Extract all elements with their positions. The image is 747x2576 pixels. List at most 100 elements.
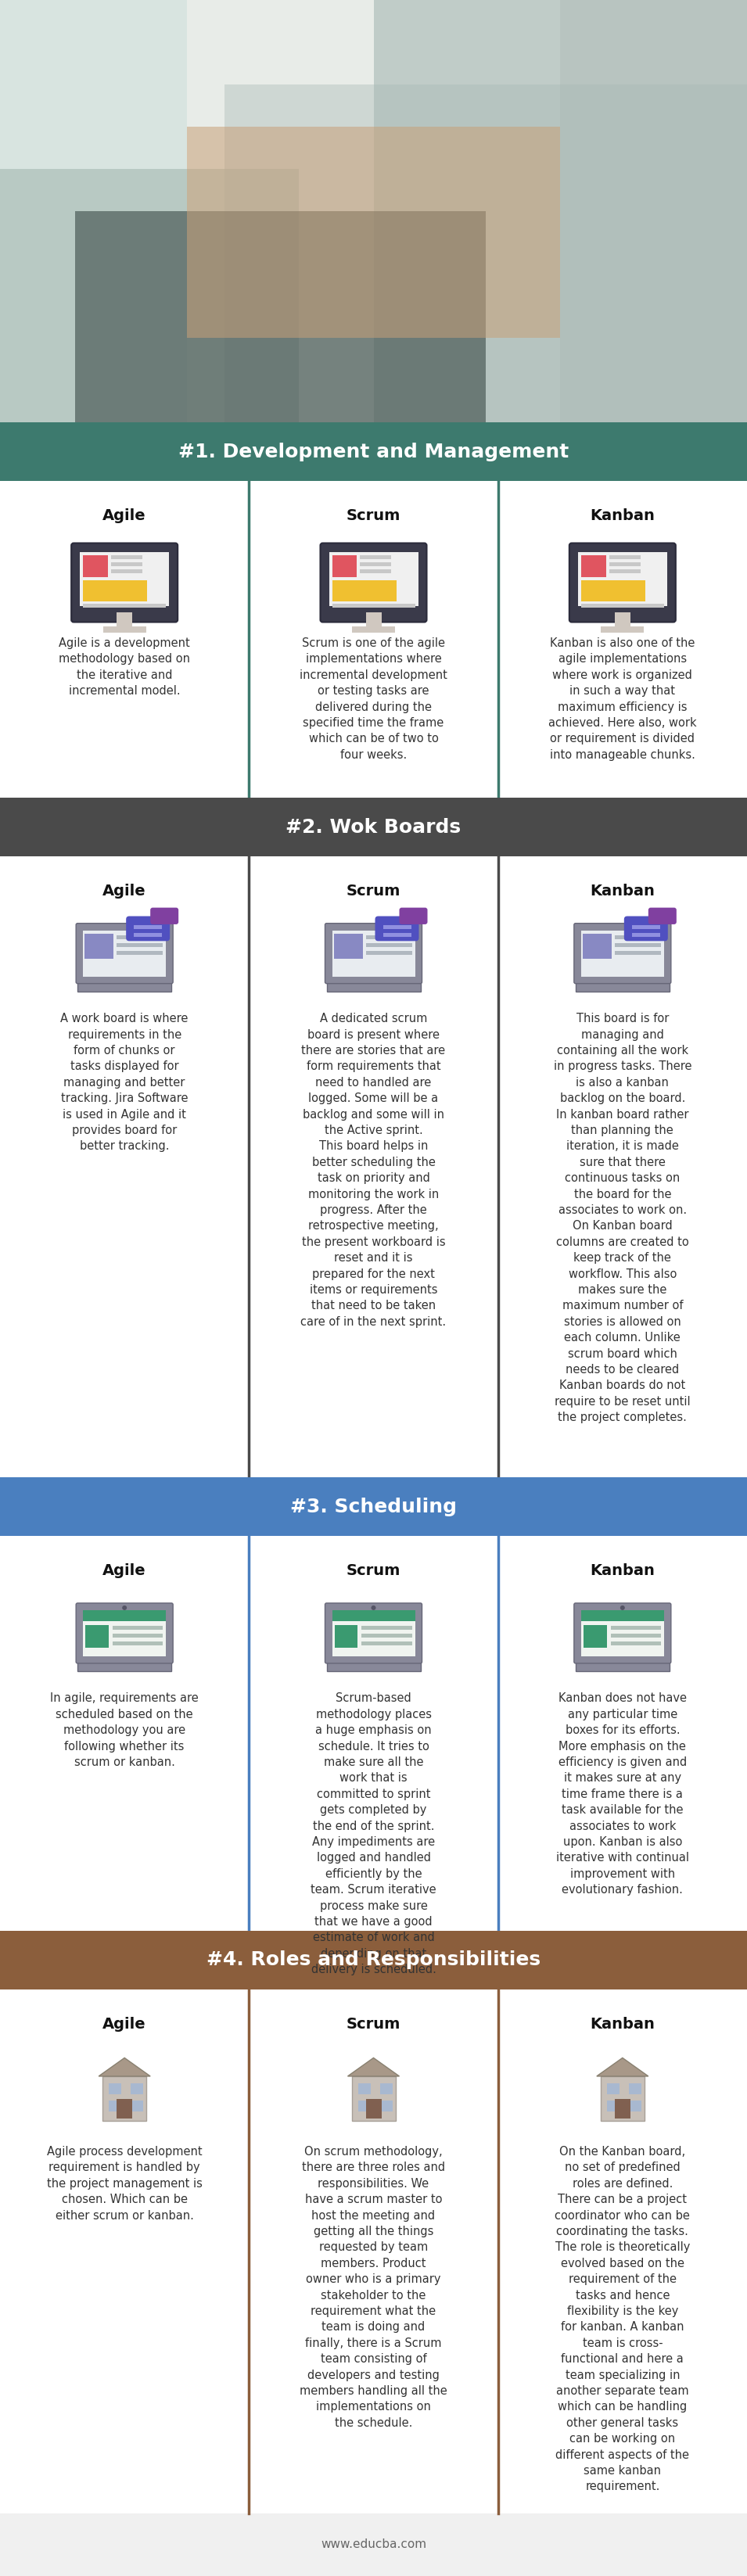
Bar bbox=[615, 2099, 630, 2117]
Bar bbox=[374, 0, 560, 422]
Text: Kanban: Kanban bbox=[590, 884, 655, 899]
Bar bbox=[113, 1625, 163, 1631]
Bar bbox=[581, 580, 645, 600]
Bar bbox=[601, 2076, 645, 2120]
Bar bbox=[83, 580, 147, 600]
FancyBboxPatch shape bbox=[150, 907, 179, 925]
Bar bbox=[615, 951, 661, 956]
Bar bbox=[187, 0, 374, 422]
Bar bbox=[117, 2099, 132, 2117]
Polygon shape bbox=[99, 2058, 150, 2076]
Bar bbox=[362, 1641, 412, 1646]
Bar bbox=[117, 951, 163, 956]
Text: This board is for
managing and
containing all the work
in progress tasks. There
: This board is for managing and containin… bbox=[554, 1012, 692, 1425]
FancyBboxPatch shape bbox=[320, 544, 427, 621]
Bar bbox=[224, 85, 747, 422]
Text: Kanban is also one of the
agile implementations
where work is organized
in such : Kanban is also one of the agile implemen… bbox=[548, 636, 697, 760]
Bar bbox=[0, 422, 747, 482]
Bar bbox=[0, 1535, 747, 1932]
Bar bbox=[0, 0, 187, 422]
Bar bbox=[109, 2102, 121, 2112]
Bar bbox=[332, 554, 357, 577]
Text: Scrum: Scrum bbox=[347, 507, 400, 523]
Bar bbox=[601, 626, 644, 631]
Text: Scrum: Scrum bbox=[347, 884, 400, 899]
Text: #2. Wok Boards: #2. Wok Boards bbox=[286, 817, 461, 837]
Text: On scrum methodology,
there are three roles and
responsibilities. We
have a scru: On scrum methodology, there are three ro… bbox=[300, 2146, 447, 2429]
Bar bbox=[366, 613, 381, 626]
Bar bbox=[326, 1662, 421, 1672]
Circle shape bbox=[371, 1605, 376, 1610]
Bar bbox=[358, 2084, 371, 2094]
Bar bbox=[607, 2102, 619, 2112]
Bar bbox=[131, 2084, 143, 2094]
Bar bbox=[576, 1662, 669, 1672]
Bar bbox=[581, 1610, 664, 1656]
Bar bbox=[134, 925, 162, 930]
Bar bbox=[0, 1932, 747, 1989]
Text: #1. Development and Management: #1. Development and Management bbox=[179, 443, 568, 461]
Bar bbox=[352, 2076, 395, 2120]
Bar bbox=[332, 580, 396, 600]
Bar bbox=[615, 943, 661, 948]
Bar bbox=[560, 0, 747, 422]
Bar bbox=[607, 2084, 619, 2094]
Bar bbox=[383, 933, 411, 938]
Bar bbox=[610, 1625, 661, 1631]
Text: Kanban does not have
any particular time
boxes for its efforts.
More emphasis on: Kanban does not have any particular time… bbox=[556, 1692, 689, 1896]
Bar bbox=[360, 569, 391, 572]
Bar bbox=[75, 211, 486, 422]
Bar bbox=[84, 933, 114, 958]
Text: On the Kanban board,
no set of predefined
roles are defined.
There can be a proj: On the Kanban board, no set of predefine… bbox=[555, 2146, 690, 2494]
Bar bbox=[379, 2102, 392, 2112]
Bar bbox=[78, 981, 171, 992]
Bar bbox=[383, 925, 411, 930]
FancyBboxPatch shape bbox=[325, 1602, 422, 1664]
Bar bbox=[609, 554, 640, 559]
Bar bbox=[629, 2084, 641, 2094]
FancyBboxPatch shape bbox=[624, 917, 668, 940]
Text: Agile process development
requirement is handled by
the project management is
ch: Agile process development requirement is… bbox=[47, 2146, 202, 2221]
Bar bbox=[335, 1625, 358, 1649]
Bar bbox=[117, 943, 163, 948]
Circle shape bbox=[620, 1605, 624, 1610]
Bar bbox=[632, 925, 660, 930]
Text: Scrum is one of the agile
implementations where
incremental development
or testi: Scrum is one of the agile implementation… bbox=[300, 636, 447, 760]
Text: A work board is where
requirements in the
form of chunks or
tasks displayed for
: A work board is where requirements in th… bbox=[61, 1012, 188, 1151]
Bar bbox=[103, 626, 146, 631]
Bar bbox=[0, 799, 747, 855]
Bar bbox=[187, 126, 560, 337]
Bar bbox=[113, 1641, 163, 1646]
Text: Kanban: Kanban bbox=[590, 2017, 655, 2032]
Bar bbox=[578, 551, 667, 605]
FancyBboxPatch shape bbox=[76, 922, 173, 984]
Bar bbox=[360, 562, 391, 567]
Circle shape bbox=[123, 1605, 127, 1610]
Bar bbox=[83, 1610, 166, 1620]
Text: #4. Roles and Responsibilities: #4. Roles and Responsibilities bbox=[206, 1950, 541, 1971]
Bar bbox=[0, 1989, 747, 2514]
Text: Agile: Agile bbox=[103, 507, 146, 523]
Bar bbox=[117, 613, 132, 626]
Bar bbox=[0, 1932, 747, 2514]
Bar bbox=[362, 1625, 412, 1631]
Bar bbox=[329, 551, 418, 605]
Bar bbox=[358, 2102, 371, 2112]
Bar bbox=[332, 1610, 415, 1656]
Text: Scrum-based
methodology places
a huge emphasis on
schedule. It tries to
make sur: Scrum-based methodology places a huge em… bbox=[311, 1692, 436, 1976]
Text: www.educba.com: www.educba.com bbox=[320, 2540, 427, 2550]
Bar bbox=[83, 1610, 166, 1656]
Bar bbox=[0, 2514, 747, 2576]
Text: Agile: Agile bbox=[103, 2017, 146, 2032]
Bar bbox=[113, 1633, 163, 1638]
Bar bbox=[0, 799, 747, 1479]
Bar bbox=[576, 981, 669, 992]
Polygon shape bbox=[347, 2058, 400, 2076]
Bar bbox=[581, 1610, 664, 1620]
Bar bbox=[615, 613, 630, 626]
Bar bbox=[111, 554, 143, 559]
Bar bbox=[0, 422, 747, 799]
Bar bbox=[332, 603, 415, 608]
Bar bbox=[366, 2099, 381, 2117]
Bar bbox=[581, 603, 664, 608]
